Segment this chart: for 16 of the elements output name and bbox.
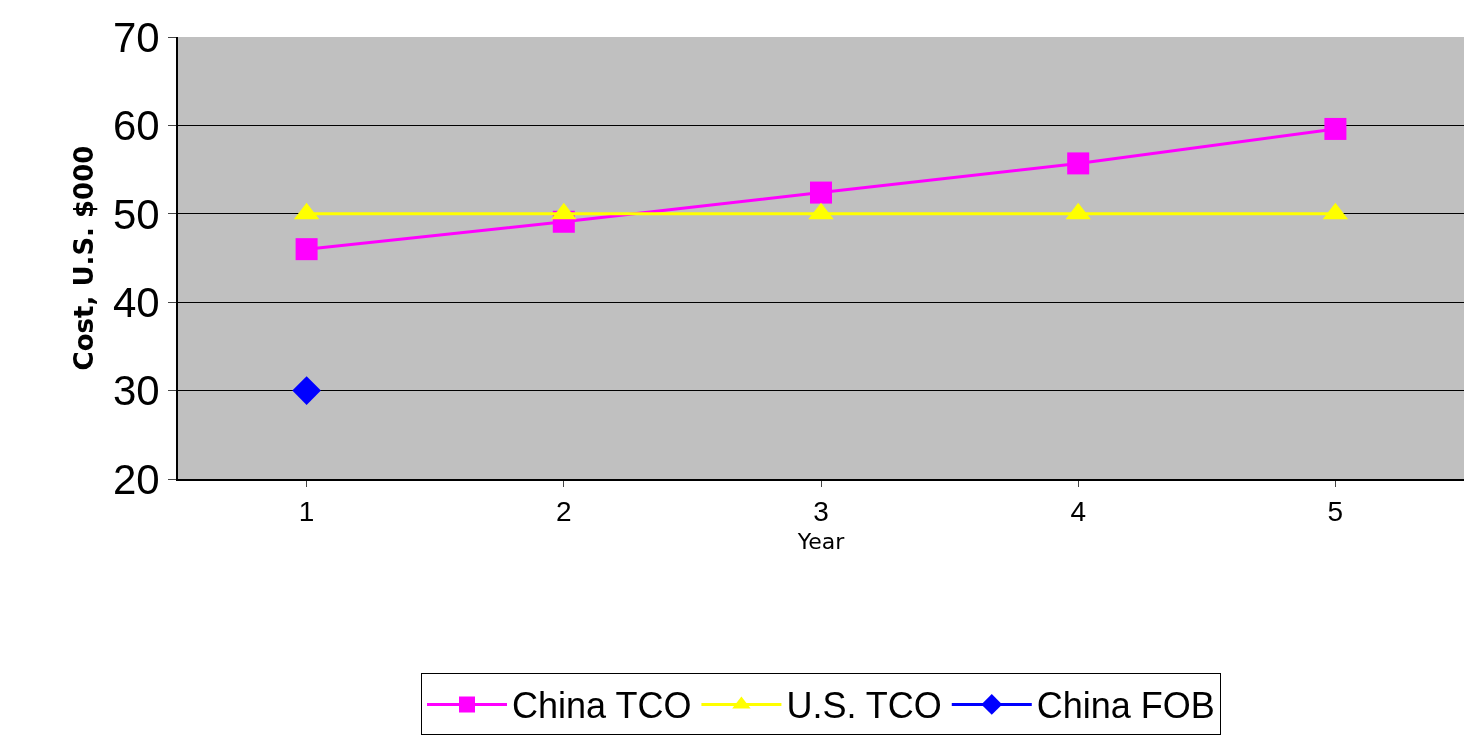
y-axis-title: Cost, U.S. $000	[68, 145, 99, 371]
y-tick-label: 50	[112, 190, 160, 238]
y-tick-label: 70	[112, 13, 160, 61]
x-tick-label: 3	[813, 495, 829, 527]
x-tick-label: 4	[1070, 495, 1086, 527]
x-axis-title: Year	[796, 529, 846, 554]
x-tick-label: 1	[298, 495, 315, 527]
x-tick-label: 5	[1327, 495, 1344, 527]
legend-label: China FOB	[1036, 685, 1215, 727]
y-tick-label: 20	[112, 455, 160, 503]
legend-label: China TCO	[512, 685, 692, 727]
legend-label: U.S. TCO	[786, 685, 942, 727]
x-tick-label: 2	[556, 495, 572, 527]
y-tick-label: 60	[112, 102, 160, 150]
y-tick-label: 40	[112, 278, 160, 326]
y-tick-label: 30	[112, 367, 160, 415]
